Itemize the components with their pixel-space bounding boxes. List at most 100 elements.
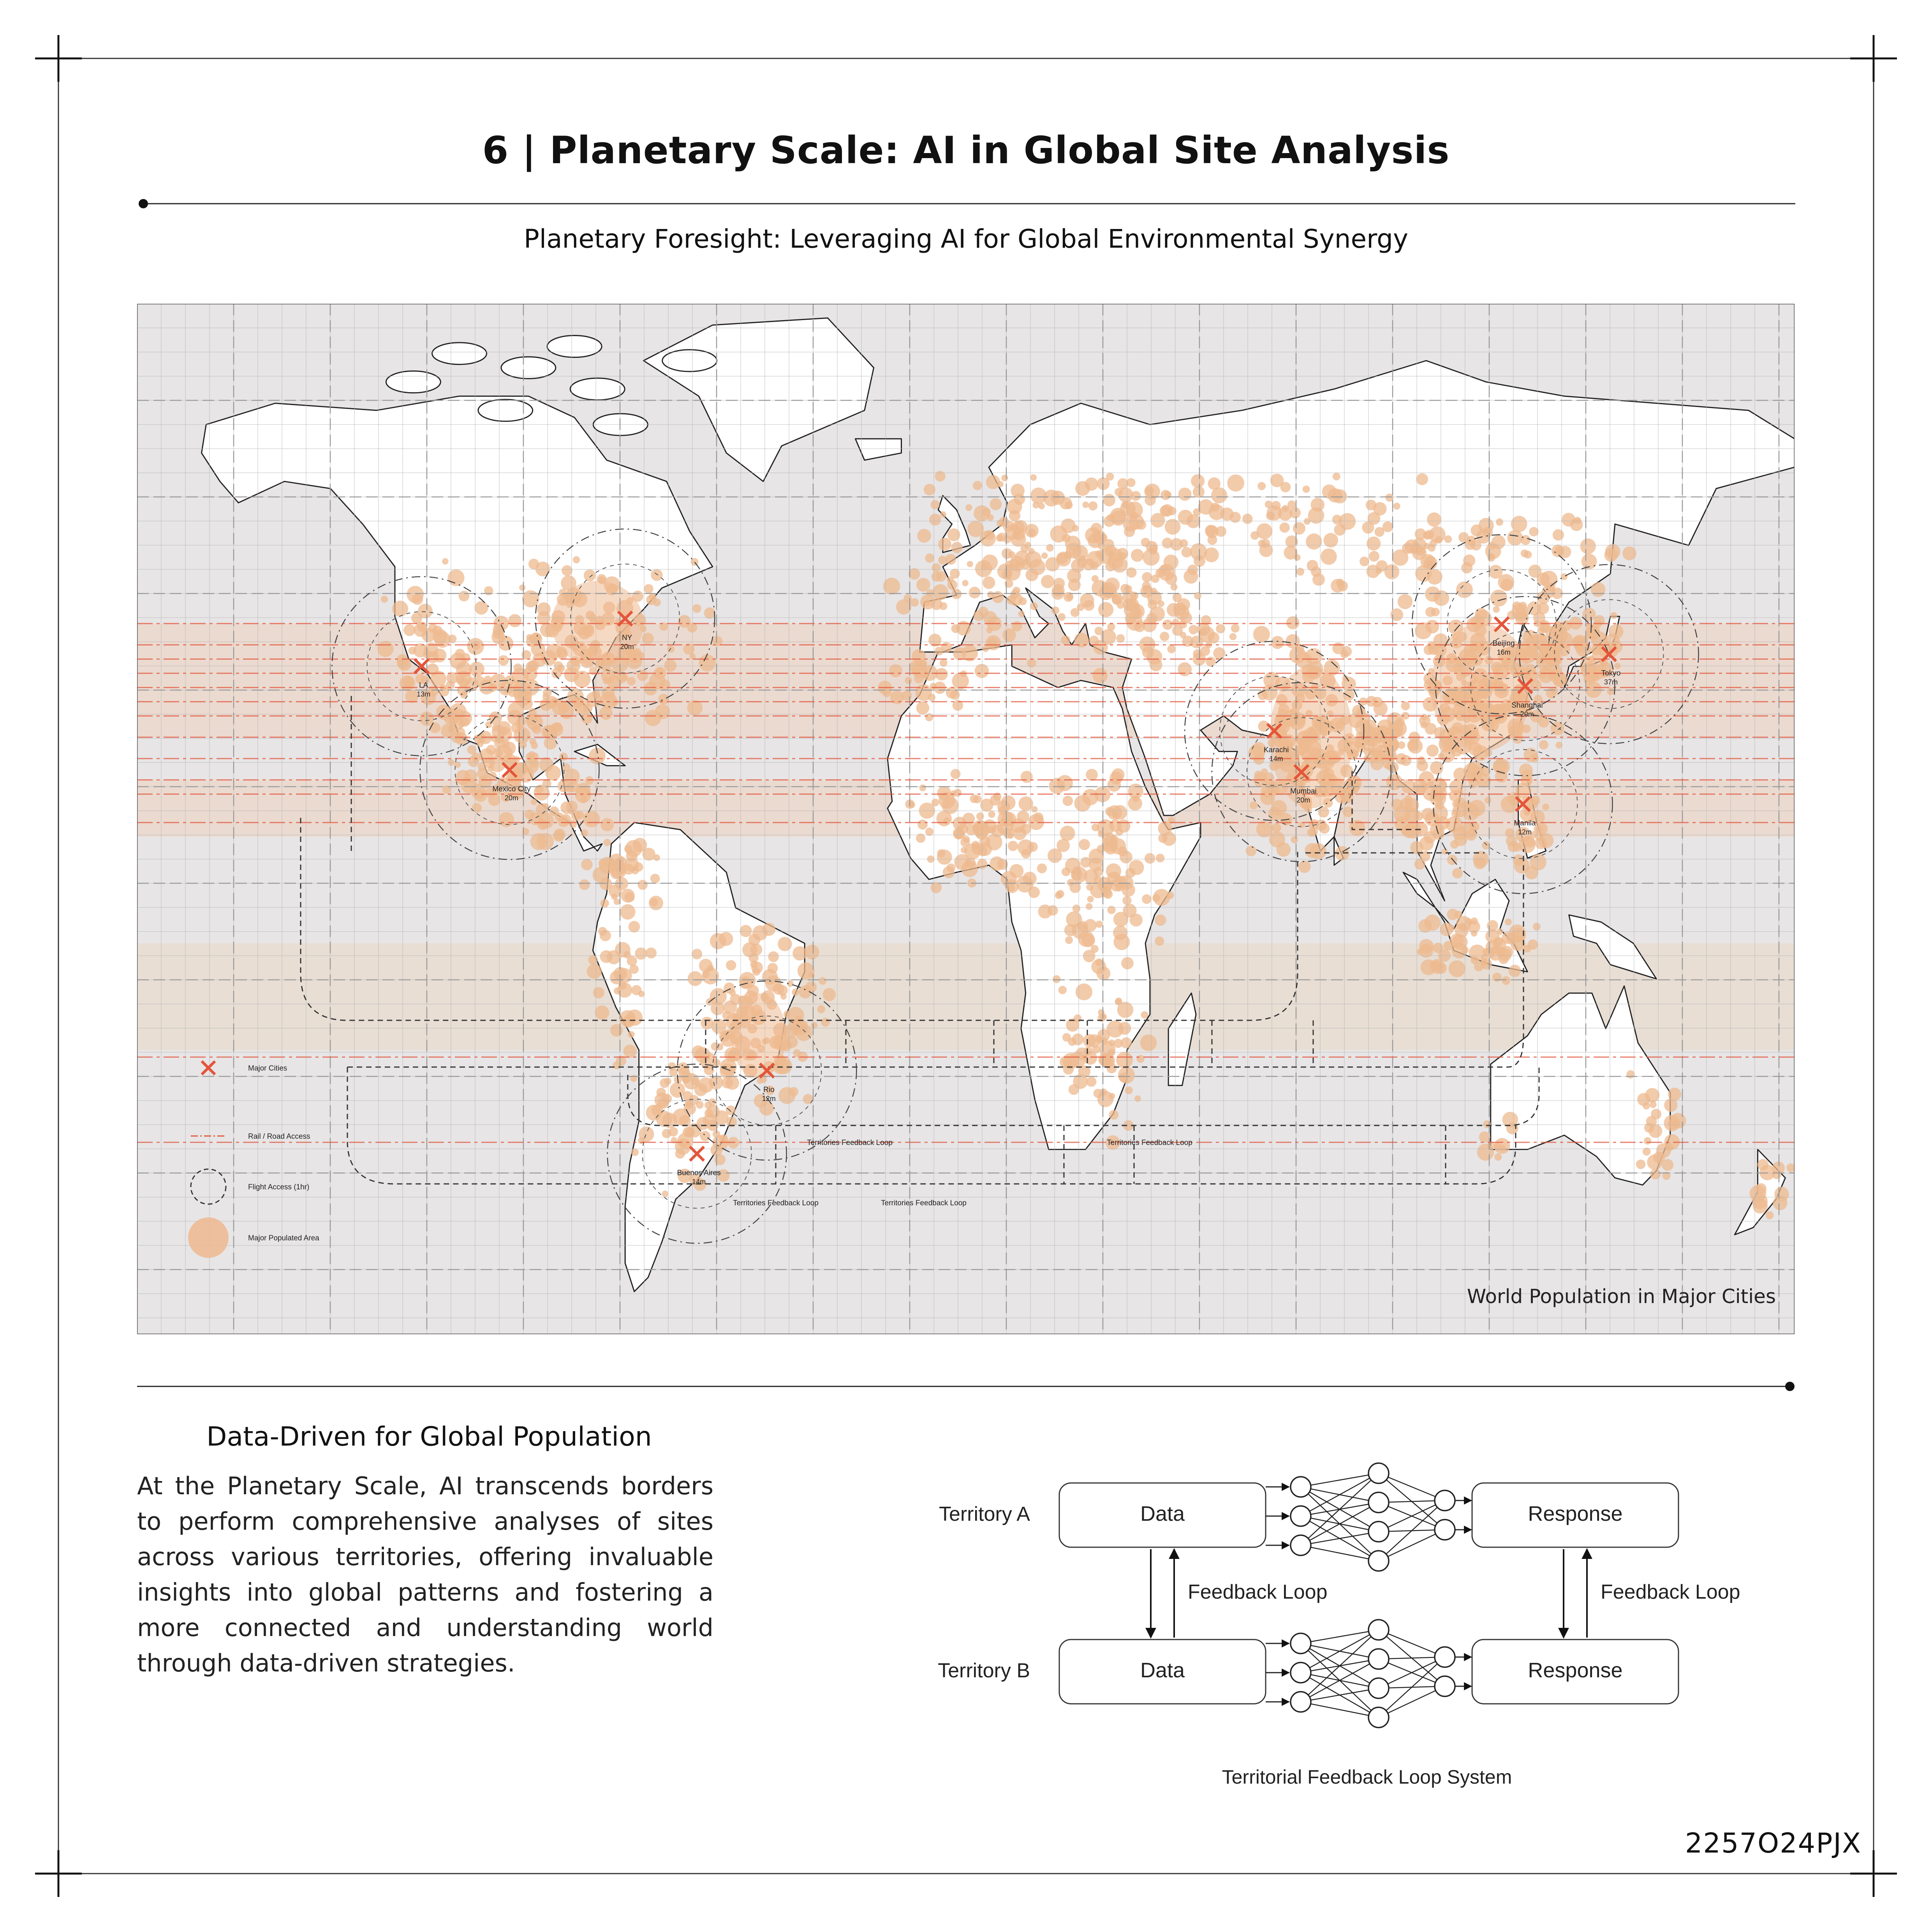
population-dot bbox=[1424, 530, 1434, 540]
population-dot bbox=[646, 595, 657, 605]
population-dot bbox=[1110, 771, 1123, 785]
population-dot bbox=[399, 675, 416, 691]
population-dot bbox=[1030, 602, 1038, 610]
population-dot bbox=[1083, 600, 1095, 611]
population-dot bbox=[1280, 482, 1291, 493]
population-dot bbox=[1077, 557, 1088, 568]
population-dot bbox=[1153, 889, 1170, 906]
population-dot bbox=[1646, 1116, 1657, 1127]
population-dot bbox=[1028, 528, 1036, 537]
population-dot bbox=[508, 614, 522, 627]
population-dot bbox=[1229, 633, 1237, 640]
population-dot bbox=[953, 817, 967, 831]
population-dot bbox=[1173, 602, 1187, 616]
population-dot bbox=[1198, 499, 1214, 515]
population-dot bbox=[553, 722, 563, 732]
population-dot bbox=[650, 898, 659, 907]
population-dot bbox=[1206, 657, 1216, 667]
city-name-label: NY bbox=[622, 634, 632, 642]
population-dot bbox=[817, 1005, 825, 1013]
population-dot bbox=[1028, 886, 1040, 898]
population-dot bbox=[1306, 533, 1322, 550]
population-dot bbox=[551, 699, 567, 715]
population-dot bbox=[497, 721, 511, 735]
neural-network-icon-b bbox=[1266, 1619, 1472, 1728]
population-dot bbox=[488, 771, 497, 780]
flight-access-ring-beijing bbox=[1411, 534, 1592, 715]
population-dot bbox=[1501, 579, 1513, 592]
population-dot bbox=[990, 498, 1002, 511]
population-dot bbox=[997, 811, 1014, 827]
population-dot bbox=[1643, 1137, 1652, 1145]
population-dot bbox=[1542, 803, 1549, 810]
population-dot bbox=[961, 860, 978, 877]
population-dot bbox=[965, 504, 972, 511]
population-dot bbox=[1385, 493, 1394, 502]
population-dot bbox=[1458, 532, 1469, 543]
population-dot bbox=[711, 1018, 727, 1034]
population-dot bbox=[1113, 1039, 1123, 1048]
population-dot bbox=[1131, 491, 1141, 501]
response-box-a bbox=[1471, 1482, 1679, 1548]
page-title: 6 | Planetary Scale: AI in Global Site A… bbox=[482, 129, 1450, 172]
population-dot bbox=[407, 586, 424, 603]
population-dot bbox=[1191, 474, 1205, 488]
population-dot bbox=[1077, 603, 1085, 611]
population-dot bbox=[1051, 584, 1065, 597]
population-dot bbox=[447, 569, 465, 586]
population-dot bbox=[748, 953, 759, 963]
population-dot bbox=[1367, 536, 1381, 551]
population-dot bbox=[1082, 501, 1089, 508]
population-dot bbox=[658, 694, 669, 705]
population-dot bbox=[1263, 772, 1275, 784]
city-cross-icon bbox=[1266, 723, 1282, 739]
population-dot bbox=[1254, 770, 1263, 780]
population-dot bbox=[947, 528, 960, 541]
population-dot bbox=[1116, 1051, 1133, 1069]
landmass-new-guinea bbox=[1568, 914, 1657, 980]
population-dot bbox=[1407, 739, 1419, 751]
population-dot bbox=[1125, 1086, 1133, 1094]
population-dot bbox=[1256, 821, 1273, 838]
population-dot bbox=[1520, 806, 1536, 822]
population-dot bbox=[1020, 771, 1033, 783]
population-dot bbox=[1227, 474, 1245, 492]
population-dot bbox=[1164, 519, 1181, 535]
population-dot bbox=[1546, 655, 1558, 666]
flight-access-ring-inner bbox=[642, 1099, 752, 1209]
population-dot bbox=[1068, 1084, 1080, 1095]
population-dot bbox=[1397, 594, 1413, 609]
population-dot bbox=[1540, 571, 1558, 588]
population-dot bbox=[1131, 549, 1144, 562]
population-dot bbox=[380, 595, 388, 603]
population-dot bbox=[1107, 623, 1115, 631]
population-dot bbox=[621, 889, 635, 903]
population-dot bbox=[1515, 827, 1531, 842]
population-dot bbox=[1539, 643, 1550, 654]
population-dot bbox=[1051, 606, 1060, 615]
flight-access-ring-mexico-city bbox=[419, 680, 600, 860]
population-dot bbox=[739, 976, 752, 989]
neural-node-icon bbox=[1290, 1662, 1312, 1684]
population-dot bbox=[938, 555, 947, 565]
population-dot bbox=[1074, 632, 1089, 648]
population-dot bbox=[1557, 643, 1571, 656]
population-dot bbox=[1102, 881, 1113, 891]
population-dot bbox=[937, 786, 951, 800]
population-dot bbox=[1005, 560, 1013, 569]
data-label-a: Data bbox=[1140, 1502, 1185, 1525]
population-dot bbox=[1594, 615, 1605, 626]
population-dot bbox=[1072, 525, 1079, 532]
population-dot bbox=[628, 650, 642, 663]
population-dot bbox=[628, 921, 640, 933]
population-dot bbox=[793, 1049, 801, 1057]
neural-node-icon bbox=[1434, 1675, 1456, 1697]
population-dot bbox=[996, 520, 1004, 527]
population-dot bbox=[1158, 833, 1168, 843]
population-dot bbox=[1555, 741, 1563, 749]
population-dot bbox=[757, 1078, 763, 1084]
population-dot bbox=[1590, 582, 1606, 597]
population-dot bbox=[610, 1024, 623, 1037]
population-dot bbox=[1441, 739, 1453, 750]
population-dot bbox=[1003, 520, 1014, 532]
